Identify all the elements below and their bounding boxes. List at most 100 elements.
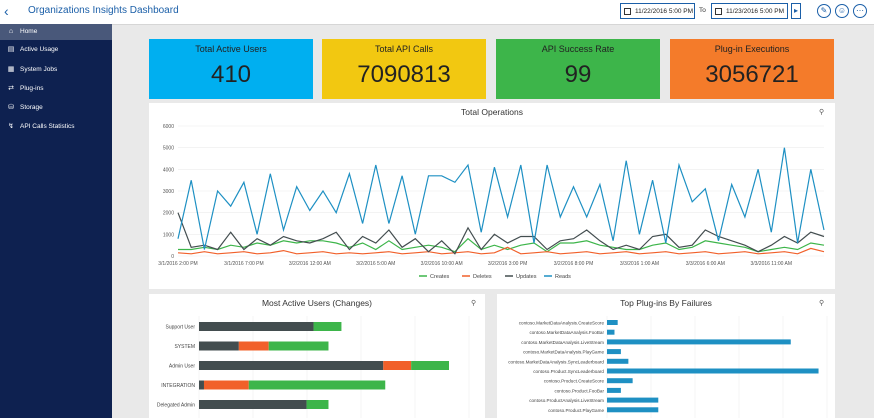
- zoom-icon[interactable]: ⚲: [819, 300, 825, 307]
- most-active-users-chart: Support User SYSTEM Admin User INTEGRATION D…: [157, 316, 470, 418]
- calendar-icon: [715, 8, 722, 15]
- bar-creates: [313, 322, 342, 331]
- sidebar-item-system-jobs[interactable]: ▦ System Jobs: [0, 62, 112, 78]
- bar-updates: [199, 380, 204, 390]
- bar-failures: [607, 407, 659, 413]
- bar-updates: [199, 341, 239, 351]
- kpi-value: 7090813: [357, 61, 451, 88]
- bar-deletes: [203, 380, 249, 390]
- category-label: contoso.MarketDataAnalysis.CreateScore: [519, 321, 605, 326]
- x-tick-label: 3/2/2016 12:00 AM: [289, 261, 331, 267]
- sidebar-item-plug-ins[interactable]: ⇄ Plug-ins: [0, 81, 112, 97]
- sidebar-item-home[interactable]: ⌂ Home: [0, 24, 112, 40]
- total-operations-panel: Total Operations ⚲ 0 1000 2000 3000 4000 5000…: [149, 103, 835, 289]
- database-icon: ⛁: [8, 104, 14, 111]
- smiley-icon[interactable]: ☺: [835, 4, 849, 18]
- sidebar-item-label: System Jobs: [20, 66, 58, 73]
- date-from-picker[interactable]: 11/22/2016 5:00 PM: [620, 3, 695, 19]
- bar-deletes: [383, 361, 412, 370]
- bar-updates: [199, 400, 307, 409]
- bar-failures: [607, 320, 618, 325]
- bar-failures: [607, 358, 629, 364]
- y-tick-label: 1000: [163, 232, 174, 238]
- sidebar-item-api-calls-statistics[interactable]: ↯ API Calls Statistics: [0, 119, 112, 135]
- bar-creates: [306, 400, 329, 409]
- back-arrow-icon[interactable]: ‹: [4, 3, 9, 19]
- legend-label: Updates: [516, 274, 537, 280]
- date-to-value: 11/23/2016 5:00 PM: [726, 8, 785, 15]
- shuffle-icon: ⇄: [8, 85, 14, 92]
- edit-icon[interactable]: ✎: [817, 4, 831, 18]
- category-label: contoso.Product.PlayGame: [548, 408, 604, 413]
- category-label: contoso.MarketDataAnalysis.PlayGame: [523, 350, 604, 355]
- sidebar-item-active-usage[interactable]: ▤ Active Usage: [0, 42, 112, 58]
- kpi-value: 410: [210, 61, 252, 88]
- bar-failures: [607, 329, 615, 335]
- kpi-value: 99: [564, 61, 592, 88]
- home-icon: ⌂: [8, 28, 14, 35]
- top-plugins-failures-chart: contoso.MarketDataAnalysis.CreateScore co…: [508, 316, 828, 418]
- x-tick-label: 3/3/2016 1:00 AM: [620, 261, 659, 267]
- x-tick-label: 3/2/2016 10:00 AM: [421, 261, 463, 267]
- kpi-label: Plug-in Executions: [714, 44, 790, 54]
- bar-failures: [607, 378, 633, 384]
- category-label: Support User: [166, 325, 196, 331]
- total-operations-chart: 0 1000 2000 3000 4000 5000 6000 3/1/2016 2:00 P…: [158, 124, 825, 280]
- legend-label: Deletes: [473, 274, 492, 280]
- category-label: SYSTEM: [174, 344, 195, 350]
- y-tick-label: 5000: [163, 146, 174, 152]
- sidebar-item-label: Storage: [20, 104, 43, 111]
- category-label: contoso.Product.CreateScore: [544, 379, 605, 384]
- zoom-icon[interactable]: ⚲: [471, 300, 477, 307]
- x-tick-label: 3/1/2016 2:00 PM: [158, 261, 197, 267]
- y-tick-label: 3000: [163, 189, 174, 195]
- bar-failures: [607, 339, 791, 345]
- series-line-reads: [177, 147, 825, 250]
- kpi-total-active-users[interactable]: Total Active Users 410: [149, 39, 313, 99]
- lightning-icon: ↯: [8, 123, 14, 130]
- kpi-api-success-rate[interactable]: API Success Rate 99: [496, 39, 660, 99]
- category-label: contoso.MarketDataAnalysis.FooBar: [529, 330, 604, 335]
- x-tick-label: 3/2/2016 5:00 AM: [356, 261, 395, 267]
- calendar-icon: ▦: [7, 66, 15, 73]
- kpi-total-api-calls[interactable]: Total API Calls 7090813: [322, 39, 486, 99]
- chart-title: Most Active Users (Changes): [261, 298, 373, 308]
- bar-failures: [607, 349, 621, 355]
- category-label: contoso.MarketDataAnalysis.SyncLeaderboa…: [508, 359, 604, 364]
- bar-creates: [268, 341, 329, 351]
- apply-date-range-button[interactable]: ▸: [791, 3, 801, 19]
- bar-failures: [607, 368, 819, 374]
- category-label: contoso.Product.SyncLeaderboard: [533, 369, 604, 374]
- chart-title: Total Operations: [461, 107, 523, 117]
- kpi-plug-in-executions[interactable]: Plug-in Executions 3056721: [670, 39, 834, 99]
- bar-updates: [199, 361, 384, 370]
- category-label: Delegated Admin: [157, 403, 195, 409]
- kpi-label: API Success Rate: [541, 44, 615, 54]
- bar-creates: [248, 380, 386, 390]
- sidebar-item-label: Active Usage: [20, 46, 59, 53]
- sidebar-item-storage[interactable]: ⛁ Storage: [0, 100, 112, 116]
- top-plugins-failures-panel: Top Plug-ins By Failures ⚲ contoso.Marke…: [497, 294, 835, 418]
- bar-deletes: [238, 341, 269, 351]
- category-label: contoso.ProductAnalysis.LiveStream: [529, 398, 604, 403]
- y-tick-label: 0: [171, 254, 174, 260]
- category-label: contoso.Product.FooBar: [554, 388, 604, 393]
- y-tick-label: 4000: [163, 167, 174, 173]
- bar-chart-icon: ▤: [7, 46, 15, 53]
- series-line-updates: [177, 212, 825, 255]
- more-options-icon[interactable]: ⋯: [853, 4, 867, 18]
- zoom-icon[interactable]: ⚲: [819, 109, 825, 116]
- app-title: Organizations Insights Dashboard: [28, 5, 179, 16]
- kpi-value: 3056721: [705, 61, 799, 88]
- date-to-picker[interactable]: 11/23/2016 5:00 PM: [711, 3, 788, 19]
- series-line-deletes: [177, 246, 825, 255]
- legend-label: Creates: [430, 274, 450, 280]
- y-tick-label: 2000: [163, 211, 174, 217]
- kpi-label: Total Active Users: [195, 44, 267, 54]
- sidebar-item-label: API Calls Statistics: [20, 123, 75, 130]
- calendar-icon: [624, 8, 631, 15]
- sidebar-item-label: Home: [20, 28, 38, 35]
- to-label: To: [699, 7, 706, 14]
- bar-failures: [607, 387, 621, 393]
- top-bar: ‹ Organizations Insights Dashboard 11/22…: [0, 0, 874, 25]
